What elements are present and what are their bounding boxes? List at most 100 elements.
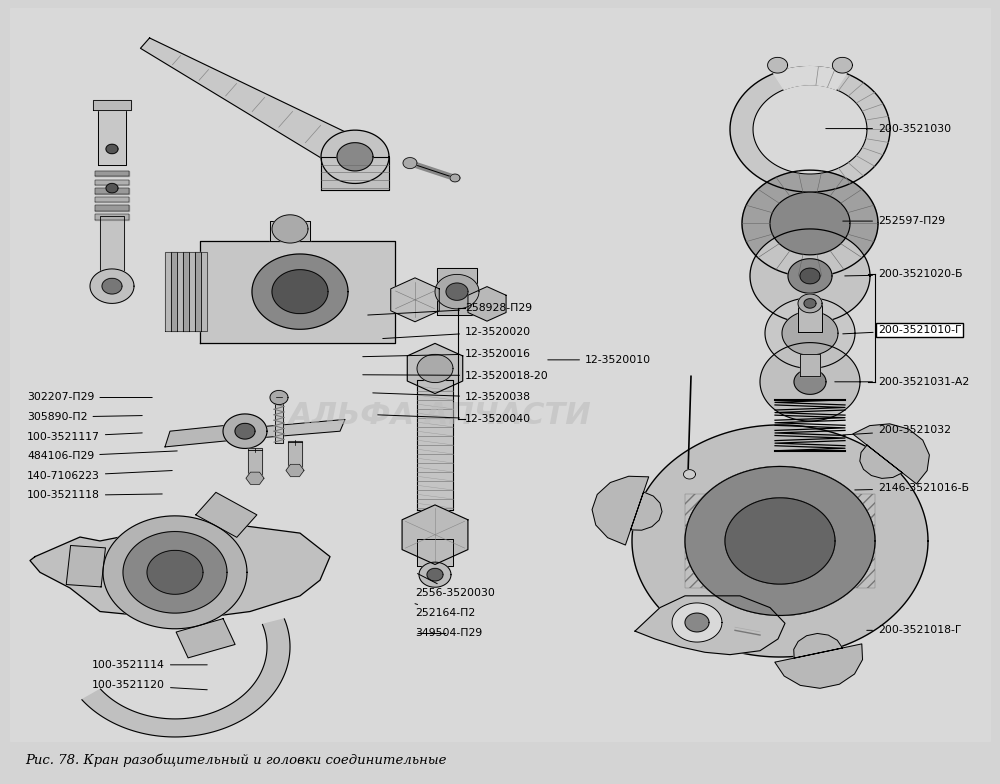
Polygon shape: [685, 494, 875, 588]
Text: 305890-П2: 305890-П2: [27, 412, 142, 422]
Polygon shape: [403, 158, 417, 169]
Polygon shape: [103, 516, 247, 629]
Text: 252597-П29: 252597-П29: [843, 216, 945, 226]
Polygon shape: [685, 613, 709, 632]
Polygon shape: [417, 380, 453, 510]
Polygon shape: [235, 423, 255, 439]
Polygon shape: [95, 180, 129, 185]
Polygon shape: [800, 268, 820, 284]
Polygon shape: [632, 425, 928, 657]
Polygon shape: [195, 252, 201, 331]
Text: 12-3520018-20: 12-3520018-20: [363, 371, 549, 380]
Text: 12-3520010: 12-3520010: [548, 355, 651, 365]
Polygon shape: [177, 252, 183, 331]
Polygon shape: [106, 183, 118, 193]
Polygon shape: [272, 215, 308, 243]
Polygon shape: [760, 343, 860, 421]
Text: 12-3520038: 12-3520038: [373, 393, 531, 402]
Polygon shape: [417, 354, 453, 383]
Polygon shape: [775, 633, 863, 688]
Text: 200-3521018-Г: 200-3521018-Г: [867, 626, 962, 635]
Polygon shape: [402, 505, 468, 564]
Polygon shape: [750, 229, 870, 323]
Text: 140-7106223: 140-7106223: [27, 470, 172, 481]
Polygon shape: [788, 259, 832, 293]
Polygon shape: [95, 214, 129, 220]
Polygon shape: [391, 278, 439, 321]
Polygon shape: [417, 539, 453, 566]
Polygon shape: [90, 269, 134, 303]
Polygon shape: [798, 294, 822, 313]
Polygon shape: [753, 85, 867, 174]
Polygon shape: [804, 299, 816, 308]
Polygon shape: [337, 143, 373, 171]
Polygon shape: [321, 130, 389, 183]
Polygon shape: [183, 252, 189, 331]
Polygon shape: [165, 252, 171, 331]
Polygon shape: [800, 354, 820, 376]
Text: 484106-П29: 484106-П29: [27, 451, 177, 461]
Polygon shape: [246, 472, 264, 485]
Text: Рис. 78. Кран разобщительный и головки соединительные: Рис. 78. Кран разобщительный и головки с…: [25, 753, 446, 767]
Text: 200-3521020-Б: 200-3521020-Б: [845, 270, 962, 279]
Polygon shape: [82, 619, 290, 737]
Polygon shape: [10, 8, 990, 741]
Text: 200-3521010-Г: 200-3521010-Г: [843, 325, 962, 335]
Polygon shape: [252, 254, 348, 329]
Polygon shape: [321, 157, 389, 190]
Polygon shape: [742, 170, 878, 277]
Polygon shape: [768, 57, 788, 73]
Polygon shape: [765, 298, 855, 368]
Polygon shape: [853, 424, 929, 484]
Polygon shape: [592, 476, 662, 545]
Text: 200-3521031-А2: 200-3521031-А2: [835, 377, 969, 387]
Polygon shape: [288, 441, 302, 470]
Polygon shape: [446, 283, 468, 300]
Polygon shape: [102, 278, 122, 294]
Polygon shape: [201, 252, 207, 331]
Polygon shape: [635, 596, 785, 655]
Text: 12-3520040: 12-3520040: [378, 415, 531, 424]
Polygon shape: [730, 67, 890, 192]
Polygon shape: [245, 419, 345, 439]
Polygon shape: [95, 197, 129, 202]
Text: 258928-П29: 258928-П29: [368, 303, 532, 315]
Text: 200-3521032: 200-3521032: [843, 426, 951, 435]
Polygon shape: [270, 390, 288, 405]
Polygon shape: [98, 106, 126, 165]
Text: 100-3521118: 100-3521118: [27, 491, 162, 500]
Polygon shape: [270, 221, 310, 241]
Text: 2556-3520030: 2556-3520030: [415, 574, 495, 597]
Polygon shape: [419, 562, 451, 587]
Polygon shape: [672, 603, 722, 642]
Polygon shape: [407, 343, 463, 394]
Polygon shape: [200, 241, 395, 343]
Polygon shape: [450, 174, 460, 182]
Polygon shape: [774, 67, 846, 89]
Polygon shape: [685, 466, 875, 615]
Polygon shape: [93, 100, 131, 110]
Polygon shape: [725, 498, 835, 584]
Polygon shape: [165, 423, 245, 447]
Polygon shape: [140, 38, 368, 171]
Polygon shape: [272, 270, 328, 314]
Polygon shape: [189, 252, 195, 331]
Polygon shape: [66, 546, 105, 587]
Text: 100-3521117: 100-3521117: [27, 432, 142, 441]
Polygon shape: [435, 274, 479, 309]
Text: 100-3521114: 100-3521114: [92, 660, 207, 670]
Text: АЛЬФА АПЧАСТИ: АЛЬФА АПЧАСТИ: [289, 401, 591, 430]
Text: 349504-П29: 349504-П29: [415, 629, 482, 638]
Polygon shape: [171, 252, 177, 331]
Polygon shape: [782, 311, 838, 355]
Polygon shape: [95, 205, 129, 211]
Polygon shape: [123, 532, 227, 613]
Polygon shape: [275, 400, 283, 443]
Text: 100-3521120: 100-3521120: [92, 681, 207, 690]
Polygon shape: [100, 216, 124, 274]
Text: 200-3521030: 200-3521030: [826, 124, 951, 133]
Polygon shape: [176, 619, 235, 658]
Polygon shape: [770, 192, 850, 255]
Polygon shape: [468, 287, 506, 321]
Polygon shape: [147, 550, 203, 594]
